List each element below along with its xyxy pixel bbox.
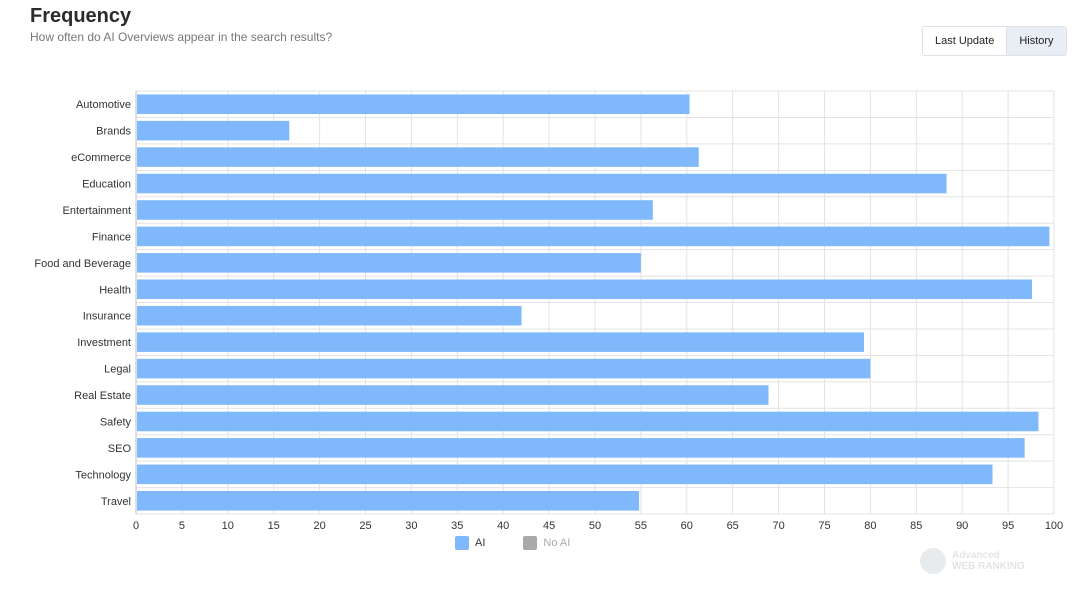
x-tick-label: 40	[497, 520, 509, 532]
x-tick-label: 15	[268, 520, 280, 532]
x-tick-label: 100	[1045, 520, 1063, 532]
bar	[137, 279, 1032, 300]
legend-item-no-ai[interactable]: No AI	[523, 536, 570, 550]
x-tick-label: 0	[133, 520, 139, 532]
x-tick-label: 45	[543, 520, 555, 532]
x-tick-label: 20	[313, 520, 325, 532]
y-category-label: Technology	[75, 469, 131, 481]
page-subtitle: How often do AI Overviews appear in the …	[30, 30, 333, 44]
bar	[137, 385, 769, 405]
x-tick-label: 60	[681, 520, 693, 532]
page-title: Frequency	[30, 5, 132, 27]
y-category-label: SEO	[108, 443, 132, 455]
watermark-line2: WEB RANKING	[952, 561, 1025, 572]
bar	[137, 464, 993, 485]
x-tick-label: 90	[956, 520, 968, 532]
y-category-label: Investment	[77, 337, 131, 349]
x-tick-label: 55	[635, 520, 647, 532]
x-tick-label: 65	[727, 520, 739, 532]
y-category-label: Finance	[92, 231, 131, 243]
x-tick-label: 50	[589, 520, 601, 532]
legend-label-ai: AI	[475, 537, 486, 549]
x-tick-label: 35	[451, 520, 463, 532]
bar	[137, 94, 690, 115]
y-category-label: Legal	[104, 364, 131, 376]
watermark-icon	[920, 548, 946, 574]
legend-label-no-ai: No AI	[543, 537, 571, 549]
x-tick-label: 30	[405, 520, 417, 532]
last-update-button[interactable]: Last Update	[923, 27, 1007, 55]
watermark-text: Advanced WEB RANKING	[952, 550, 1025, 572]
bar	[137, 305, 522, 326]
bar	[137, 147, 699, 167]
bar	[137, 332, 864, 352]
x-tick-label: 75	[818, 520, 830, 532]
y-category-label: Food and Beverage	[34, 258, 131, 270]
bar	[137, 120, 290, 141]
bar	[137, 358, 871, 379]
x-tick-label: 80	[864, 520, 876, 532]
bar	[137, 173, 947, 194]
bar	[137, 438, 1025, 458]
bar	[137, 253, 641, 273]
y-category-label: Insurance	[83, 311, 131, 323]
history-button[interactable]: History	[1006, 27, 1066, 55]
watermark-logo: Advanced WEB RANKING	[920, 548, 1025, 574]
y-category-label: Safety	[100, 416, 132, 428]
y-category-label: Health	[99, 284, 131, 296]
x-tick-label: 25	[359, 520, 371, 532]
x-tick-label: 70	[772, 520, 784, 532]
bar	[137, 226, 1050, 247]
watermark-line1: Advanced	[952, 550, 1000, 561]
y-category-label: eCommerce	[71, 152, 131, 164]
x-tick-label: 95	[1002, 520, 1014, 532]
y-category-label: Travel	[101, 496, 131, 508]
y-category-label: Education	[82, 179, 131, 191]
legend-swatch-ai	[455, 536, 469, 550]
y-category-label: Automotive	[76, 99, 131, 111]
chart-legend: AI No AI	[455, 536, 570, 550]
bar	[137, 200, 653, 220]
legend-swatch-no-ai	[523, 536, 538, 550]
x-tick-label: 5	[179, 520, 185, 532]
y-category-label: Brands	[96, 126, 131, 138]
bar	[137, 490, 640, 511]
x-tick-label: 10	[222, 520, 234, 532]
bar	[137, 411, 1039, 432]
y-category-label: Entertainment	[63, 205, 131, 217]
x-tick-label: 85	[910, 520, 922, 532]
y-category-label: Real Estate	[74, 390, 131, 402]
view-toggle: Last Update History	[922, 26, 1067, 56]
legend-item-ai[interactable]: AI	[455, 536, 485, 550]
